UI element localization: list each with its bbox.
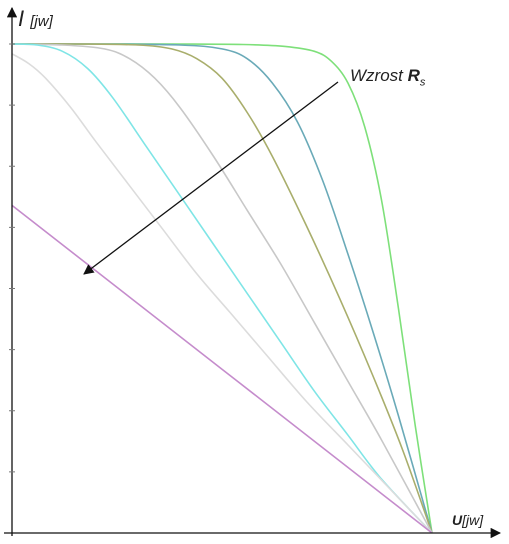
annotation-label: Wzrost Rs — [350, 66, 426, 89]
series-line-4 — [11, 43, 433, 534]
series-line-1 — [11, 43, 433, 534]
y-axis-label: I [jw] — [18, 6, 53, 31]
series-line-6 — [11, 53, 433, 534]
annotation-arrow — [83, 81, 339, 275]
series-line-3 — [11, 43, 433, 534]
series-line-2 — [11, 43, 433, 534]
y-axis-ticks — [9, 43, 15, 473]
axes-group — [4, 6, 502, 539]
x-axis-label: U[jw] — [452, 512, 484, 528]
series-line-7 — [11, 204, 433, 534]
series-line-5 — [11, 43, 433, 534]
curves-group — [11, 43, 433, 534]
